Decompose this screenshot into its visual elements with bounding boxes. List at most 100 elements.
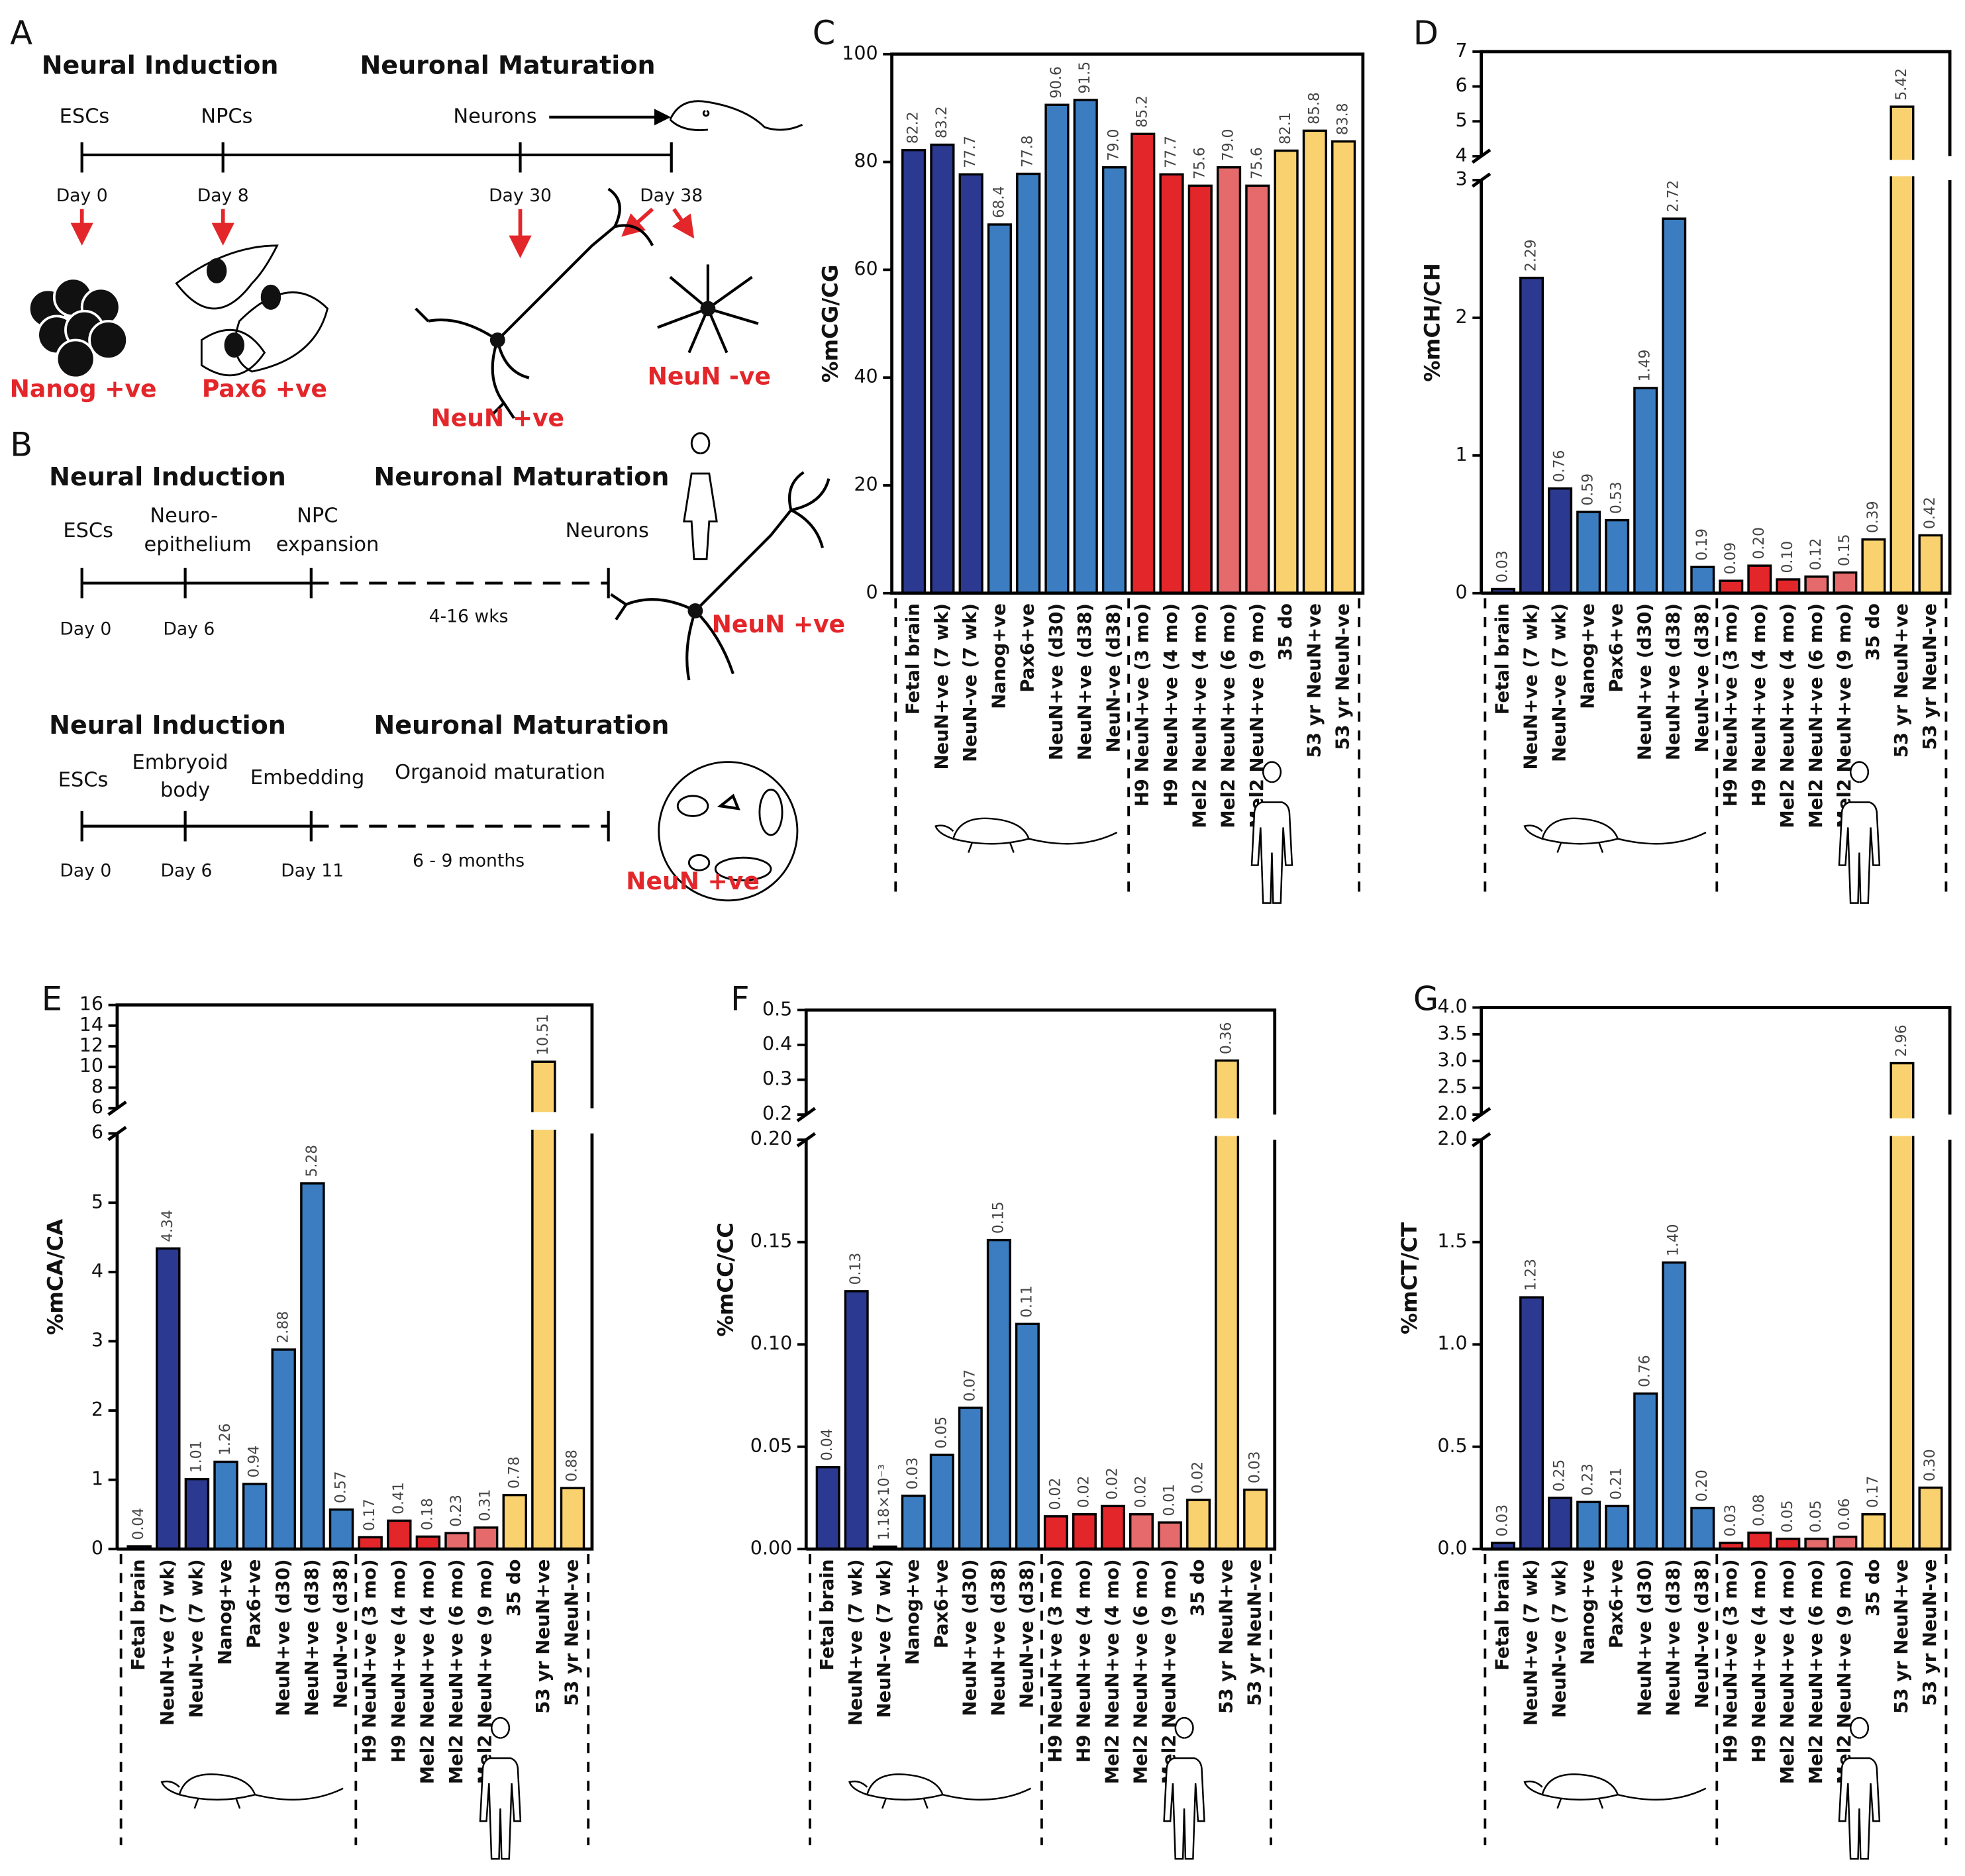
y-axis-label: %mCA/CA: [43, 1219, 68, 1335]
bar-chart: G %mCT/CT 0.03 Fetal brain 1.23 NeuN+ve (7 wk…: [1397, 979, 1952, 1860]
bar: [1245, 184, 1270, 595]
day-label: Day 11: [281, 861, 344, 881]
bar: [1274, 149, 1299, 595]
bar: [1548, 1497, 1573, 1550]
y-axis-label: %mCT/CT: [1397, 1222, 1422, 1334]
bar: [1044, 103, 1070, 595]
x-tick-label: 53 yr NeuN+ve: [1890, 1559, 1912, 1713]
value-label: 1.23: [1523, 1259, 1540, 1291]
bar-chart: D %mCH/CH 0.03 Fetal brain 2.29 NeuN+ve (7 wk…: [1413, 14, 1952, 904]
bar: [901, 1495, 926, 1550]
value-label: 0.12: [1808, 538, 1825, 571]
bar: [1186, 1499, 1211, 1550]
x-tick-label: NeuN-ve (7 wk): [959, 603, 981, 762]
bar: [901, 148, 927, 595]
bar: [1101, 166, 1127, 595]
bar: [929, 1454, 954, 1550]
value-label: 83.8: [1335, 103, 1352, 135]
x-tick-label: Pax6+ve: [243, 1559, 265, 1648]
stage-title: Neural Induction: [49, 711, 286, 740]
axis-break-gap: [809, 1118, 1272, 1136]
bar: [444, 1532, 470, 1550]
x-tick-label: NeuN-ve (d38): [1691, 603, 1713, 752]
y-tick-label: 1: [1456, 444, 1468, 466]
bar: [1633, 1392, 1658, 1550]
value-label: 0.76: [1552, 450, 1568, 483]
y-axis-label: %mCC/CC: [713, 1222, 738, 1337]
bar: [930, 143, 955, 595]
axis-break-gap: [119, 1112, 590, 1130]
x-tick-label: 53 yr NeuN-ve: [1332, 603, 1354, 750]
x-tick-label: NeuN+ve (7 wk): [1520, 603, 1542, 770]
stage-label: ESCs: [60, 105, 110, 128]
bar: [1158, 1521, 1183, 1550]
value-label: 0.88: [564, 1450, 581, 1482]
y-tick-label: 2.0: [1437, 1103, 1467, 1124]
value-label: 2.88: [275, 1311, 291, 1344]
x-tick-label: Mel2 NeuN+ve (6 mo): [1217, 603, 1239, 828]
x-tick-label: 35 do: [1187, 1559, 1209, 1616]
x-tick-label: NeuN-ve (d38): [330, 1559, 352, 1708]
value-label: 91.5: [1077, 62, 1093, 94]
value-label: 0.03: [1723, 1505, 1739, 1537]
marker-label: Pax6 +ve: [202, 375, 327, 403]
y-tick-label: 5: [91, 1191, 103, 1212]
bar: [502, 1493, 527, 1550]
value-label: 0.03: [1495, 550, 1511, 583]
stage-title: Neuronal Maturation: [360, 50, 655, 79]
x-tick-label: Mel2 NeuN+ve (9 mo): [1158, 1559, 1180, 1784]
day-label: Day 30: [489, 185, 552, 206]
y-tick-label: 1: [91, 1468, 103, 1490]
y-tick-label: 1.5: [1437, 1230, 1467, 1252]
x-tick-label: Mel2 NeuN+ve (4 mo): [1776, 1559, 1798, 1784]
value-label: 82.1: [1278, 112, 1294, 144]
value-label: 0.23: [1580, 1463, 1597, 1496]
value-label: 0.02: [1190, 1461, 1207, 1494]
x-tick-label: 53 yr NeuN-ve: [1919, 1559, 1940, 1706]
bar: [271, 1348, 296, 1550]
y-tick-label: 0.00: [750, 1537, 793, 1559]
x-tick-label: H9 NeuN+ve (3 mo): [1719, 1559, 1741, 1762]
x-tick-label: NeuN+ve (7 wk): [156, 1559, 178, 1726]
y-tick-label: 20: [854, 473, 878, 495]
value-label: 0.02: [1104, 1467, 1121, 1500]
y-tick-label: 2: [91, 1399, 103, 1420]
x-tick-label: 35 do: [503, 1559, 525, 1616]
value-label: 0.21: [1609, 1467, 1625, 1500]
arrow: [672, 208, 695, 239]
bar: [1747, 1531, 1772, 1550]
y-tick-label: 3: [1456, 168, 1468, 190]
panel-letter: F: [731, 979, 749, 1018]
x-tick-label: Pax6+ve: [1605, 603, 1627, 693]
x-tick-label: NeuN-ve (7 wk): [185, 1559, 207, 1718]
bar-chart: E %mCA/CA 0.04 Fetal brain 4.34 NeuN+ve (7 wk…: [42, 979, 594, 1860]
value-label: 1.18×10⁻³: [876, 1464, 893, 1540]
value-label: 77.7: [962, 136, 979, 168]
y-tick-label: 6: [91, 1122, 103, 1144]
y-tick-label: 3.5: [1437, 1022, 1467, 1044]
value-label: 0.17: [1865, 1476, 1882, 1508]
panel-a: A Neural Induction Neuronal Maturation E…: [10, 14, 803, 432]
x-tick-label: H9 NeuN+ve (4 mo): [1748, 1559, 1770, 1762]
bar: [156, 1247, 181, 1550]
x-tick-label: NeuN+ve (d30): [1634, 603, 1656, 760]
value-label: 0.41: [391, 1482, 407, 1514]
x-tick-label: Pax6+ve: [1017, 603, 1038, 693]
value-label: 0.36: [1219, 1022, 1235, 1054]
value-label: 0.20: [1694, 1469, 1711, 1502]
escs-cells: [27, 277, 129, 379]
y-axis-label: %mCG/CG: [817, 265, 842, 383]
y-tick-label: 80: [854, 150, 878, 172]
value-label: 0.07: [962, 1369, 978, 1402]
y-tick-label: 0.5: [762, 998, 792, 1020]
x-tick-label: 53 yr NeuN-ve: [1244, 1559, 1266, 1706]
x-tick-label: NeuN-ve (d38): [1691, 1559, 1713, 1708]
y-tick-label: 7: [1456, 40, 1468, 62]
x-tick-label: H9 NeuN+ve (3 mo): [1131, 603, 1153, 807]
neuron-drawing: [610, 471, 831, 681]
value-label: 0.20: [1751, 527, 1768, 560]
y-tick-label: 6: [91, 1097, 103, 1118]
panel-b: B Neural Induction Neuronal Maturation E…: [10, 426, 845, 902]
bar: [473, 1526, 499, 1550]
